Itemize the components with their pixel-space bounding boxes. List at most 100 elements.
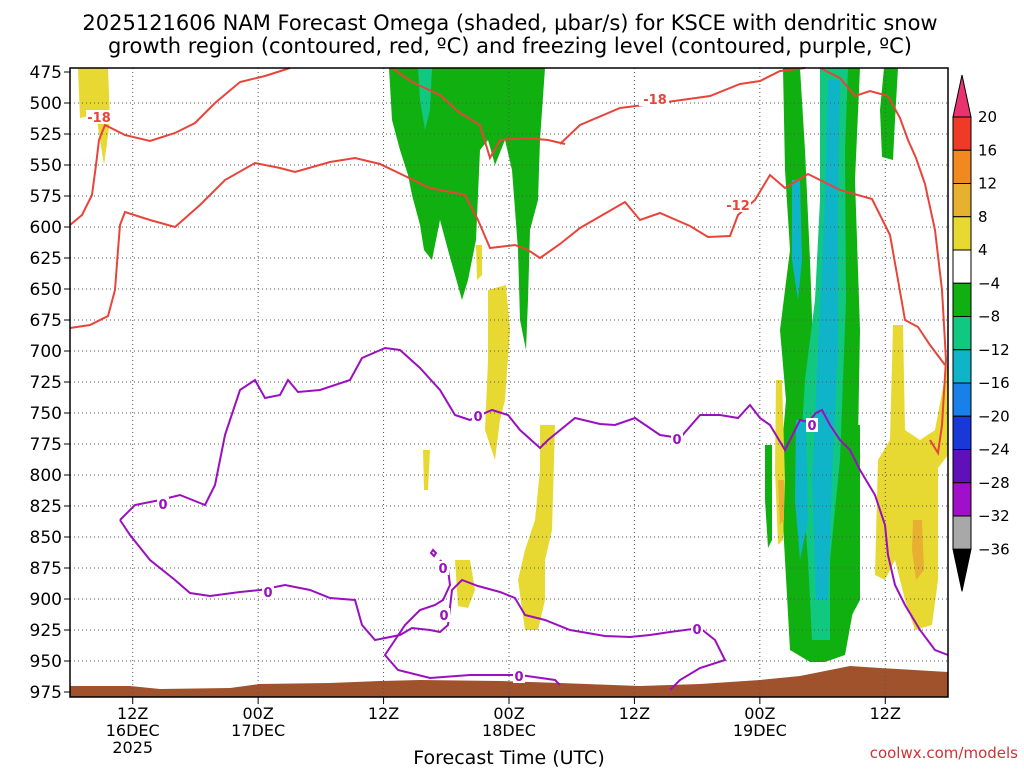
x-tick-label: 12Z [619, 704, 650, 723]
colorbar-swatch [952, 282, 972, 317]
x-tick-label: 12Z [368, 704, 399, 723]
x-tick-label: 00Z [744, 704, 775, 723]
dgz-contour-minus-18 [69, 67, 948, 456]
omega-cyan-region-3 [795, 420, 808, 560]
x-axis-label: Forecast Time (UTC) [413, 747, 604, 768]
dgz-contour-label: -18 [643, 93, 667, 108]
colorbar-label: 8 [978, 208, 988, 226]
colorbar-label: 20 [978, 108, 997, 126]
x-tick-label: 2025 [112, 738, 153, 757]
y-tick-label: 800 [30, 466, 62, 486]
colorbar-label: 12 [978, 175, 997, 193]
omega-green-region-1 [389, 68, 545, 350]
y-tick-label: 575 [30, 187, 62, 207]
freezing-contour-label: 0 [158, 498, 167, 513]
colorbar-arrow-bottom [952, 548, 972, 592]
dgz-label-bg-1 [86, 110, 112, 124]
grid-lines [70, 68, 948, 697]
freezing-level-contours [119, 346, 949, 691]
y-tick-label: 500 [30, 94, 62, 114]
freezing-label-bg [691, 622, 703, 636]
freezing-contour-label: 0 [473, 410, 482, 425]
colorbar-label: −16 [978, 374, 1010, 392]
colorbar-label: −12 [978, 341, 1010, 359]
freezing-contour-label: 0 [807, 419, 816, 434]
omega-orange-region-1 [778, 480, 784, 525]
colorbar-label: −28 [978, 474, 1010, 492]
omega-yellow-region-4 [423, 450, 430, 490]
x-tick-label: 12Z [870, 704, 901, 723]
y-tick-label: 700 [30, 342, 62, 362]
omega-yellow-region-5 [518, 425, 555, 630]
colorbar-swatch [952, 249, 972, 284]
colorbar-swatch [952, 382, 972, 417]
colorbar-arrow-top [952, 74, 972, 118]
y-tick-label: 525 [30, 125, 62, 145]
y-tick-label: 750 [30, 404, 62, 424]
colorbar-swatch [952, 316, 972, 351]
colorbar-label: −8 [978, 308, 1000, 326]
omega-yellow-region-3 [476, 245, 482, 280]
dgz-contour-minus-12 [69, 156, 946, 366]
x-tick-label: 16DEC [106, 721, 160, 740]
omega-yellow-region-2 [485, 285, 510, 460]
omega-cyan-region-2 [792, 180, 802, 300]
colorbar-swatch [952, 216, 972, 251]
omega-yellow-region-1 [78, 68, 110, 165]
y-tick-label: 900 [30, 590, 62, 610]
chart-title-line1: 2025121606 NAM Forecast Omega (shaded, µ… [82, 11, 937, 35]
freezing-label-bg [513, 669, 525, 683]
omega-shading-yellow [78, 68, 948, 630]
colorbar-label: −20 [978, 407, 1010, 425]
omega-shading-orange [778, 480, 924, 580]
freezing-label-bg [438, 608, 450, 622]
freezing-contour-label: 0 [438, 562, 447, 577]
colorbar-label: 4 [978, 241, 988, 259]
colorbar-swatch [952, 183, 972, 218]
omega-yellow-region-6 [455, 560, 475, 608]
colorbar-label: −32 [978, 507, 1010, 525]
x-tick-label: 00Z [242, 704, 273, 723]
dgz-label-bg-3 [723, 198, 751, 212]
colorbar-swatch [952, 349, 972, 384]
colorbar-swatch [952, 149, 972, 184]
colorbar-swatch [952, 449, 972, 484]
freezing-contour-label: 0 [263, 586, 272, 601]
x-tick-label: 00Z [493, 704, 524, 723]
dgz-contours [69, 67, 948, 456]
omega-green-region-4 [765, 445, 772, 548]
omega-yellow-region-8 [875, 325, 948, 630]
omega-cyan-region-1 [812, 80, 840, 600]
chart-title-line2: growth region (contoured, red, ºC) and f… [108, 34, 912, 58]
y-tick-label: 875 [30, 559, 62, 579]
y-tick-label: 625 [30, 249, 62, 269]
y-axis: 475 500 525 550 575 600 625 650 675 700 725 750 775 8… [30, 63, 70, 703]
omega-green-region-3 [880, 68, 898, 160]
omega-teal-region-1 [418, 68, 432, 130]
y-tick-label: 925 [30, 621, 62, 641]
y-tick-label: 975 [30, 683, 62, 703]
y-tick-label: 775 [30, 435, 62, 455]
x-tick-label: 18DEC [482, 721, 536, 740]
freezing-label-bg [437, 561, 449, 575]
y-tick-label: 650 [30, 280, 62, 300]
omega-orange-region-2 [912, 520, 924, 580]
x-tick-label: 19DEC [733, 721, 787, 740]
freezing-contour-label: 0 [672, 433, 681, 448]
omega-shading-cyan [792, 80, 840, 600]
freezing-label-bg [671, 432, 683, 446]
freezing-level-labels: 0 0 0 0 0 0 0 0 0 [157, 409, 818, 685]
colorbar: 20 16 12 8 4 −4 −8 −12 −16 −20 −24 −28 −32 −36 [952, 74, 1010, 592]
y-tick-label: 850 [30, 528, 62, 548]
freezing-label-bg [157, 497, 169, 511]
y-tick-label: 725 [30, 373, 62, 393]
colorbar-swatch [952, 482, 972, 517]
freezing-label-bg [262, 585, 274, 599]
freezing-contour-label: 0 [439, 609, 448, 624]
dgz-label-bg-2 [639, 92, 669, 106]
freezing-level-contour-small [429, 548, 438, 558]
colorbar-label: 16 [978, 141, 997, 159]
dgz-contour-label: -18 [87, 111, 111, 126]
